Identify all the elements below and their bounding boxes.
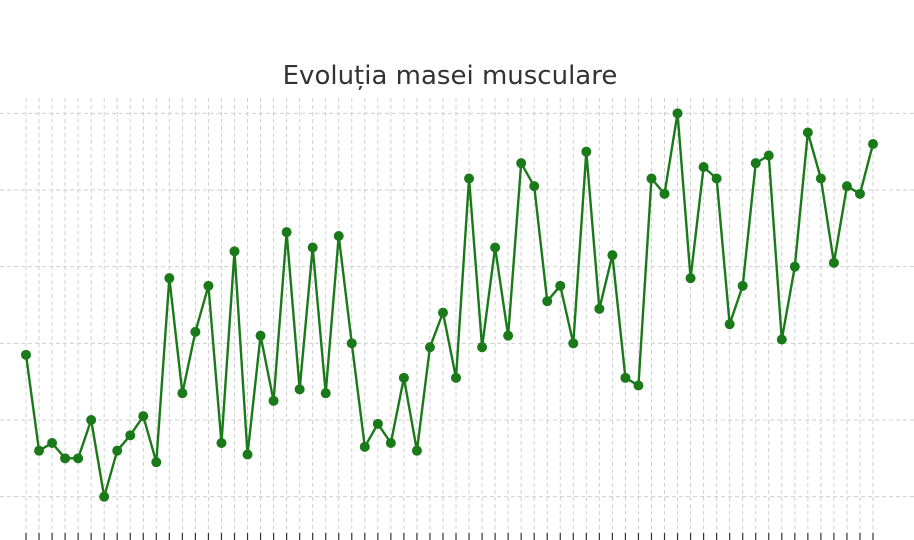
- data-point: [763, 150, 774, 161]
- data-point: [216, 438, 227, 448]
- data-point: [47, 438, 58, 448]
- data-point: [698, 162, 709, 172]
- data-point: [503, 330, 514, 341]
- x-axis-ticks: [25, 533, 874, 540]
- data-point: [268, 395, 279, 406]
- data-point: [151, 457, 162, 468]
- data-point: [594, 303, 605, 314]
- data-point: [646, 173, 657, 184]
- data-point: [607, 250, 618, 261]
- data-point: [398, 372, 409, 383]
- data-point: [815, 173, 826, 184]
- data-point: [685, 273, 696, 284]
- data-point: [21, 349, 31, 360]
- data-point: [177, 388, 188, 399]
- data-point: [854, 188, 865, 199]
- data-point: [659, 188, 670, 199]
- data-point: [242, 449, 253, 460]
- data-point: [411, 445, 422, 456]
- data-point: [451, 372, 462, 383]
- data-point: [437, 307, 448, 318]
- data-point: [164, 273, 175, 284]
- data-point: [490, 242, 501, 253]
- data-point: [581, 146, 592, 157]
- data-point: [776, 334, 787, 345]
- data-point: [112, 445, 123, 456]
- data-point: [633, 380, 644, 391]
- series-points: [21, 108, 878, 502]
- data-point: [555, 280, 566, 291]
- data-point: [320, 388, 331, 399]
- data-point: [294, 384, 305, 395]
- data-point: [138, 411, 149, 422]
- data-point: [516, 158, 527, 169]
- data-point: [789, 261, 800, 272]
- data-point: [86, 415, 97, 425]
- data-point: [60, 453, 71, 464]
- data-point: [711, 173, 722, 184]
- data-point: [255, 330, 266, 341]
- data-point: [203, 280, 214, 291]
- data-point: [229, 246, 240, 257]
- data-point: [841, 181, 852, 192]
- chart-title: Evoluția masei musculare: [283, 61, 618, 91]
- data-point: [424, 342, 435, 353]
- data-point: [529, 181, 540, 192]
- data-point: [34, 445, 45, 456]
- data-point: [750, 158, 761, 169]
- data-point: [385, 438, 396, 448]
- data-point: [868, 139, 878, 149]
- chart-grid: [0, 98, 914, 535]
- data-point: [477, 342, 488, 353]
- data-point: [346, 338, 357, 349]
- data-point: [281, 227, 292, 238]
- data-point: [372, 418, 383, 429]
- data-point: [125, 430, 136, 441]
- data-point: [333, 231, 344, 241]
- data-point: [542, 296, 553, 307]
- data-point: [724, 319, 735, 330]
- data-point: [672, 108, 683, 119]
- data-point: [464, 173, 475, 184]
- data-point: [190, 326, 201, 337]
- data-point: [828, 257, 839, 268]
- data-point: [307, 242, 318, 253]
- data-point: [802, 127, 813, 138]
- series-line: [24, 112, 875, 498]
- data-point: [99, 491, 110, 502]
- data-point: [620, 372, 631, 383]
- data-point: [359, 441, 370, 452]
- data-point: [73, 453, 84, 464]
- data-point: [568, 338, 579, 349]
- data-point: [737, 280, 748, 291]
